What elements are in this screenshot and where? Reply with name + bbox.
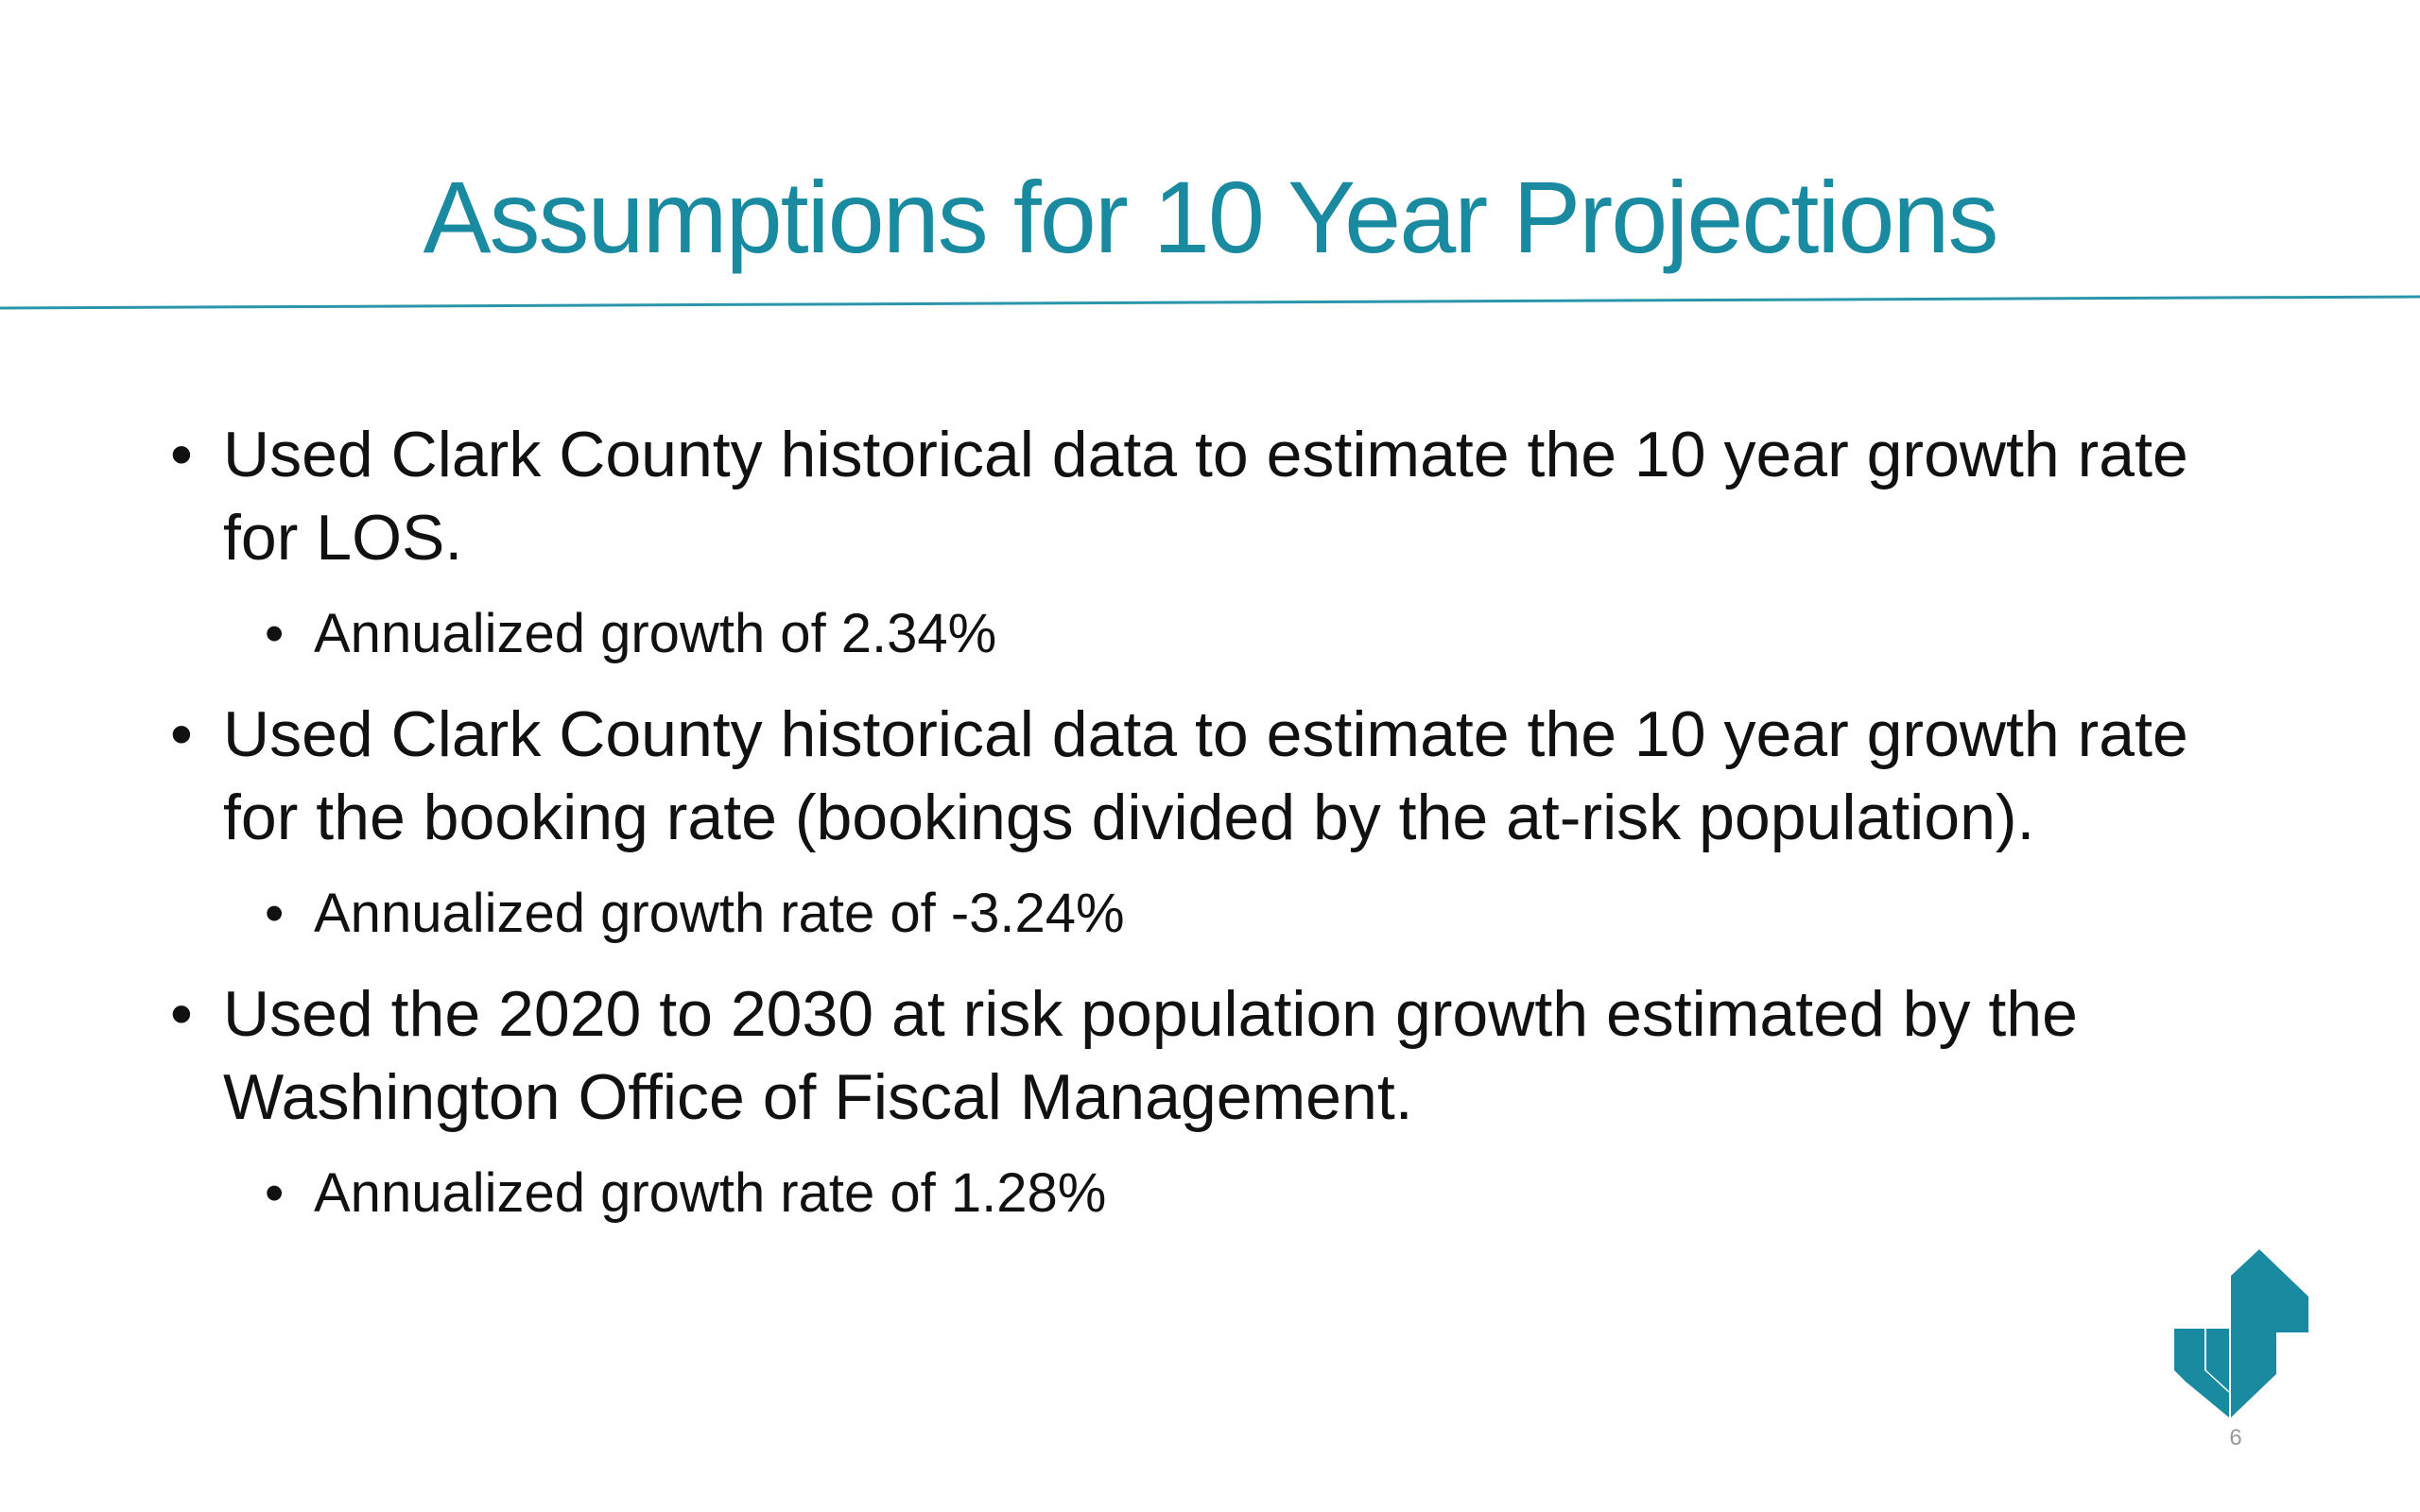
bullet-list: Used Clark County historical data to est… (170, 402, 2231, 1252)
sub-bullet-item: Annualized growth rate of -3.24% (265, 876, 2231, 952)
sub-bullet-item: Annualized growth of 2.34% (265, 596, 2231, 672)
sub-bullet-item: Annualized growth rate of 1.28% (265, 1156, 2231, 1231)
title-divider-line (0, 295, 2420, 310)
bullet-item: Used Clark County historical data to est… (170, 413, 2231, 579)
slide-title: Assumptions for 10 Year Projections (423, 160, 1999, 274)
bullet-item: Used Clark County historical data to est… (170, 693, 2231, 859)
brand-logo-icon (2174, 1249, 2308, 1418)
bullet-item: Used the 2020 to 2030 at risk population… (170, 972, 2231, 1139)
page-number: 6 (2229, 1425, 2242, 1451)
